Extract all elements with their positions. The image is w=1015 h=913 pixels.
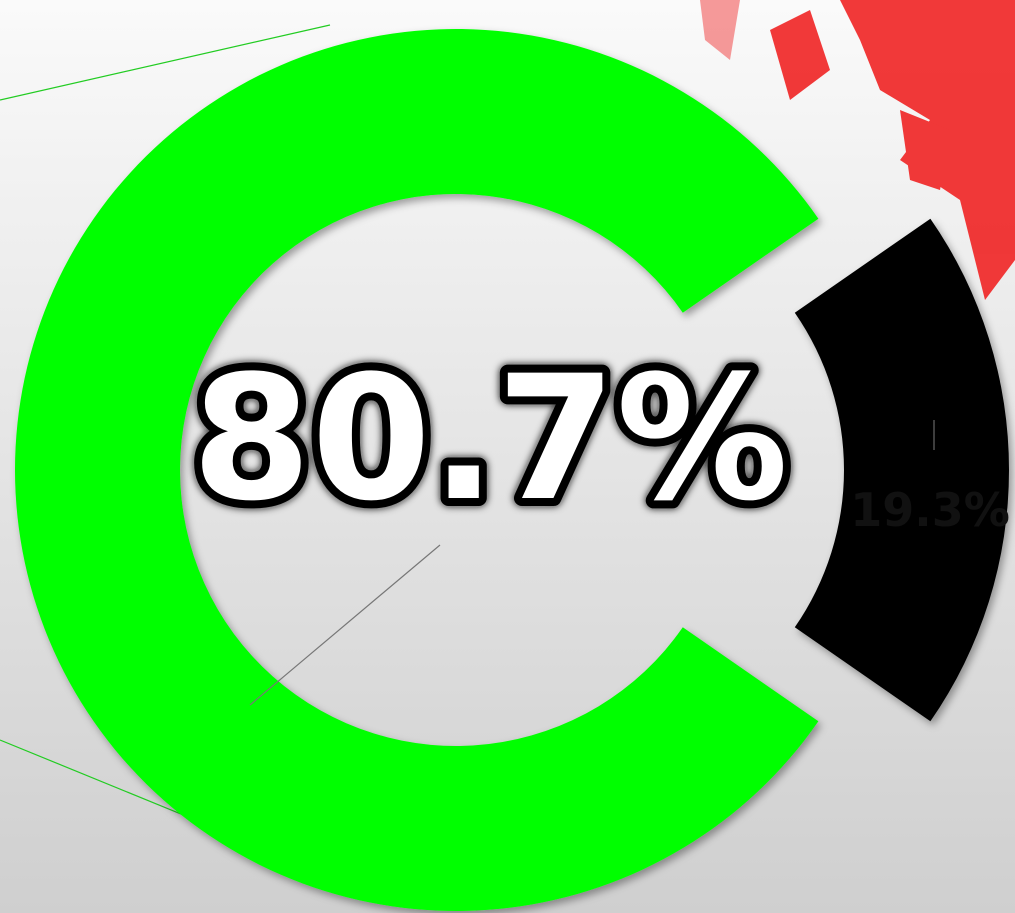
labels: 80.7%80.7% 19.3% — [184, 330, 1010, 547]
slices — [14, 28, 1009, 911]
value-label-glow: 80.7% — [192, 338, 789, 539]
value-label: 80.7% — [192, 338, 789, 539]
decor-line — [0, 24, 331, 101]
slice — [794, 218, 1009, 722]
decoration — [700, 0, 1015, 300]
value-label: 19.3% — [850, 483, 1010, 537]
slice — [14, 28, 819, 911]
leader-line — [249, 544, 441, 706]
